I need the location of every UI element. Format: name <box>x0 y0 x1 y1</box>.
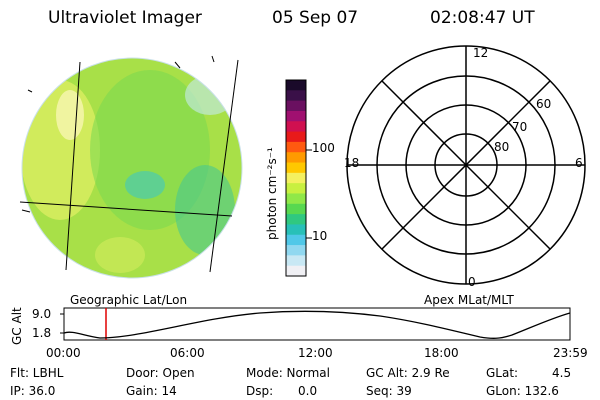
app-title: Ultraviolet Imager <box>48 8 202 28</box>
altitude-xtick: 00:00 <box>46 346 81 360</box>
colorbar-segment <box>286 255 306 267</box>
colorbar-segment <box>286 214 306 226</box>
colorbar-tick-10: 10 <box>312 229 328 243</box>
time-label: 02:08:47 UT <box>430 8 535 28</box>
colorbar-segment <box>286 80 306 91</box>
info-dsp-value: 0.0 <box>298 384 318 398</box>
colorbar-segment <box>286 172 306 184</box>
date-label: 05 Sep 07 <box>272 8 359 28</box>
polar-grid <box>346 45 586 285</box>
mlat-label-80: 80 <box>494 140 510 154</box>
info-gc-alt: GC Alt: 2.9 Re <box>366 366 450 380</box>
info-glat-label: GLat: <box>486 366 519 380</box>
colorbar-segment <box>286 141 306 153</box>
colorbar-segment <box>286 90 306 102</box>
mlat-label-70: 70 <box>512 120 528 134</box>
info-mode: Mode: Normal <box>246 366 330 380</box>
colorbar-unit-label: photon cm⁻²s⁻¹ <box>265 147 279 240</box>
info-filter: Flt: LBHL <box>10 366 64 380</box>
info-ip: IP: 36.0 <box>10 384 56 398</box>
colorbar-segment <box>286 193 306 205</box>
info-door: Door: Open <box>126 366 195 380</box>
colorbar-segment <box>286 152 306 164</box>
mlt-label-6: 6 <box>575 156 583 170</box>
mlt-label-12: 12 <box>473 46 489 60</box>
colorbar-segment <box>286 162 306 174</box>
colorbar-segment <box>286 121 306 133</box>
colorbar-segment <box>286 203 306 215</box>
colorbar-segment <box>286 131 306 143</box>
info-seq: Seq: 39 <box>366 384 412 398</box>
image-projection-label: Geographic Lat/Lon <box>70 293 188 307</box>
altitude-xtick: 18:00 <box>424 346 459 360</box>
colorbar-segment <box>286 183 306 195</box>
colorbar-segment <box>286 265 306 277</box>
polar-projection-label: Apex MLat/MLT <box>424 293 514 307</box>
info-dsp-label: Dsp: <box>246 384 274 398</box>
colorbar-segment <box>286 245 306 256</box>
altitude-xtick: 23:59 <box>553 346 588 360</box>
colorbar-segment <box>286 110 306 122</box>
uv-image-disk <box>22 58 242 278</box>
colorbar <box>285 79 312 277</box>
altitude-ytick-high: 9.0 <box>32 307 52 321</box>
altitude-plot <box>60 307 571 341</box>
mlt-label-18: 18 <box>344 156 360 170</box>
colorbar-tick-100: 100 <box>312 141 335 155</box>
altitude-xtick: 12:00 <box>298 346 333 360</box>
colorbar-segment <box>286 224 306 236</box>
mlat-label-60: 60 <box>536 97 552 111</box>
altitude-ylabel: GC Alt <box>10 307 24 345</box>
colorbar-segment <box>286 100 306 112</box>
info-glon: GLon: 132.6 <box>486 384 559 398</box>
colorbar-segment <box>286 234 306 246</box>
altitude-ytick-low: 1.8 <box>32 326 52 340</box>
geographic-grid <box>19 55 239 273</box>
mlt-label-0: 0 <box>468 275 476 289</box>
info-gain: Gain: 14 <box>126 384 177 398</box>
info-glat-value: 4.5 <box>552 366 572 380</box>
altitude-xtick: 06:00 <box>170 346 205 360</box>
